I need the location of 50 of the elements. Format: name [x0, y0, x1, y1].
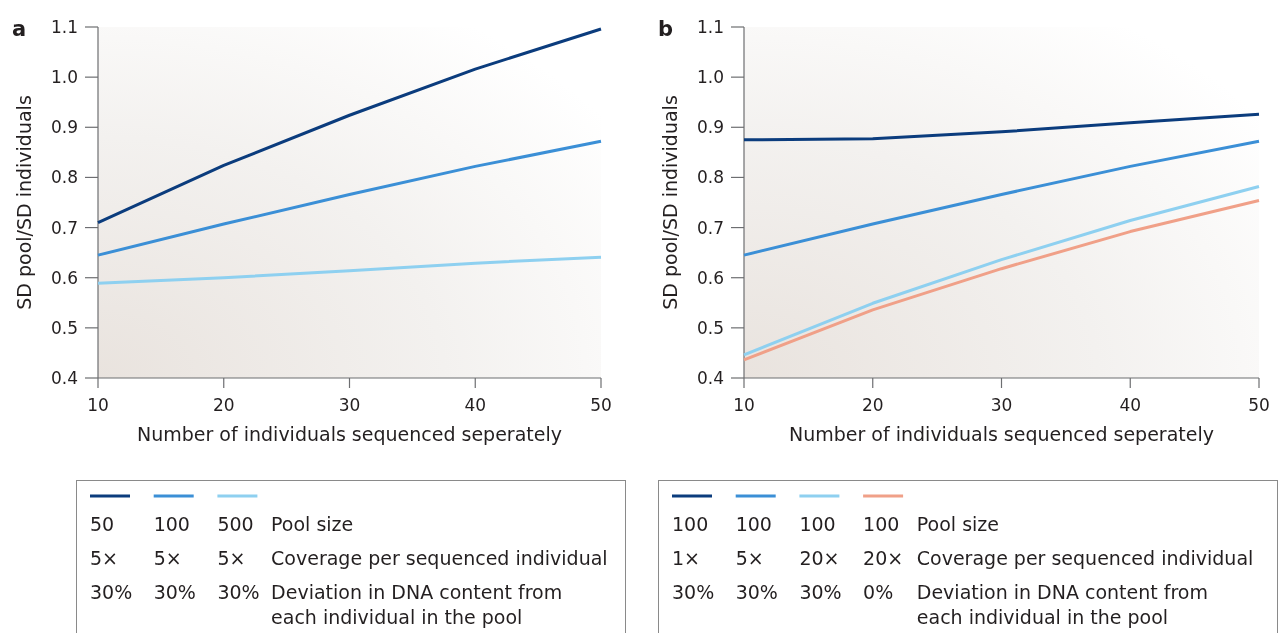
x-axis-title: Number of individuals sequenced seperately	[137, 423, 562, 445]
text: Pool size	[916, 513, 999, 535]
x-tick-label: 20	[861, 395, 884, 415]
legend-label: 100 20× 30%	[799, 513, 842, 603]
y-tick-label: 1.1	[696, 16, 724, 37]
x-tick-label: 40	[464, 395, 487, 415]
y-tick-label: 0.6	[696, 267, 724, 288]
x-tick-label: 50	[1248, 395, 1270, 415]
legend-label: 100 5× 30%	[153, 513, 196, 603]
y-tick-label: 0.7	[50, 217, 78, 238]
legend-label: 500 5× 30%	[217, 513, 260, 603]
line-series	[742, 139, 1261, 257]
line-series	[742, 112, 1261, 142]
y-tick-label: 1.1	[50, 16, 78, 37]
y-tick-label: 0.4	[50, 367, 78, 388]
text: Deviation in DNA content from each individual in the pool	[916, 581, 1208, 628]
x-tick-label: 50	[590, 395, 612, 415]
x-tick-label: 20	[212, 395, 235, 415]
legend-label: 100 5× 30%	[735, 513, 778, 603]
x-tick-label: 10	[87, 395, 109, 415]
y-tick-label: 0.8	[50, 167, 78, 188]
y-axis-title: SD pool/SD individuals	[12, 95, 35, 310]
y-tick-label: 0.5	[50, 317, 78, 338]
y-tick-label: 0.6	[50, 267, 78, 288]
y-tick-label: 0.5	[696, 317, 724, 338]
text: Pool size	[271, 513, 354, 535]
y-tick-label: 1.0	[50, 67, 78, 88]
text: Deviation in DNA content from each individual in the pool	[271, 581, 563, 628]
x-tick-label: 30	[990, 395, 1013, 415]
y-tick-label: 1.0	[696, 67, 724, 88]
y-tick-label: 0.4	[696, 367, 724, 388]
chart-title: a	[12, 17, 27, 41]
y-tick-label: 0.9	[696, 117, 724, 138]
line-series	[96, 139, 603, 257]
line-series	[96, 255, 603, 285]
x-tick-label: 40	[1119, 395, 1142, 415]
y-tick-label: 0.8	[696, 167, 724, 188]
text: Coverage per sequenced individual	[271, 547, 608, 569]
x-tick-label: 10	[733, 395, 755, 415]
legend-label: 100 1× 30%	[672, 513, 715, 603]
chart-title: b	[658, 17, 674, 41]
y-tick-label: 0.9	[50, 117, 78, 138]
line-series	[96, 27, 603, 225]
x-tick-label: 30	[338, 395, 361, 415]
legend-label: 50 5× 30%	[90, 513, 133, 603]
x-axis-title: Number of individuals sequenced seperately	[789, 423, 1214, 445]
text: Coverage per sequenced individual	[916, 547, 1254, 569]
legend-label: 100 20× 0%	[863, 513, 904, 603]
y-tick-label: 0.7	[696, 217, 724, 238]
y-axis-title: SD pool/SD individuals	[658, 95, 681, 310]
